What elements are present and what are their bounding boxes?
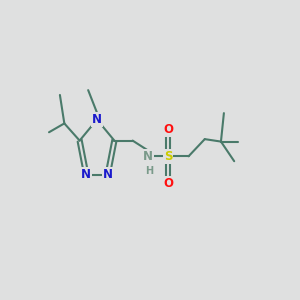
Text: O: O: [163, 123, 173, 136]
Text: N: N: [81, 168, 91, 181]
Text: O: O: [163, 177, 173, 190]
Text: S: S: [164, 150, 172, 163]
Text: H: H: [145, 166, 154, 176]
Text: N: N: [103, 168, 113, 181]
Text: N: N: [143, 150, 153, 163]
Text: N: N: [92, 113, 102, 126]
